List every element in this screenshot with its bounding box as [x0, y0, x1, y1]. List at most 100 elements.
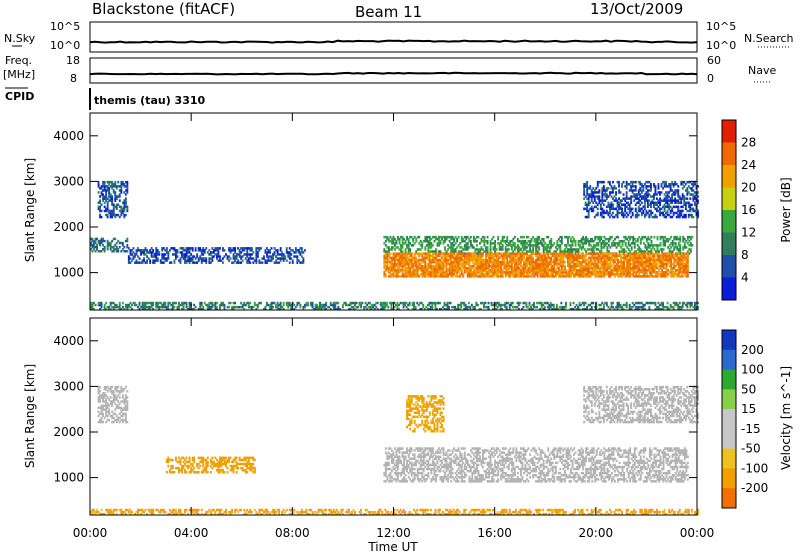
power-cell — [623, 181, 625, 184]
power-cell — [286, 247, 288, 250]
power-cell — [252, 251, 254, 254]
power-cell — [488, 302, 490, 305]
power-cell — [606, 302, 608, 305]
power-cell — [195, 306, 197, 309]
power-cell — [186, 302, 188, 305]
power-cell — [249, 302, 251, 305]
power-cell — [565, 302, 567, 305]
power-cell — [101, 302, 103, 305]
power-cell — [125, 197, 127, 200]
power-cell — [280, 247, 282, 250]
power-cell — [478, 236, 480, 239]
power-cell — [626, 302, 628, 305]
power-cell — [296, 255, 298, 257]
power-cell — [508, 248, 510, 251]
power-cell — [575, 240, 577, 243]
power-cell — [564, 265, 566, 268]
power-cell — [550, 238, 552, 241]
date-title: 13/Oct/2009 — [590, 0, 683, 18]
power-cell — [422, 304, 424, 307]
power-cell — [612, 181, 614, 184]
power-cell — [224, 304, 226, 307]
power-cell — [249, 261, 251, 264]
power-cell — [638, 214, 640, 217]
nave-tick-top: 60 — [707, 54, 721, 67]
nsky-frame — [90, 22, 697, 52]
power-cell — [458, 236, 460, 239]
power-cell — [175, 302, 177, 305]
power-cell — [337, 302, 339, 305]
power-cell — [166, 247, 168, 250]
power-cell — [195, 247, 197, 250]
power-cell — [589, 185, 591, 188]
power-cell — [502, 244, 504, 247]
power-cell — [104, 240, 106, 243]
power-cell — [126, 206, 128, 209]
power-cell — [488, 306, 490, 309]
power-cell — [487, 246, 489, 249]
power-cell — [679, 244, 681, 247]
cpid-row: CPID themis (tau) 3310 — [5, 88, 206, 110]
power-cell — [553, 242, 555, 245]
power-cell — [667, 302, 669, 305]
power-cell — [283, 302, 285, 305]
power-cell — [205, 257, 207, 260]
power-cell — [126, 244, 128, 247]
power-cell — [133, 247, 135, 250]
nsearch-label: N.Search — [744, 32, 794, 45]
power-cell — [615, 187, 617, 190]
power-cell — [301, 247, 303, 250]
power-cell — [625, 250, 627, 253]
power-cell — [224, 249, 226, 252]
power-cell — [663, 248, 665, 251]
power-cell — [286, 259, 288, 262]
power-cell — [609, 181, 611, 184]
power-cell — [123, 246, 125, 249]
nsky-tick-top: 10^5 — [50, 20, 80, 33]
power-cell — [415, 306, 417, 309]
power-cell — [272, 306, 274, 309]
power-cell — [635, 185, 637, 188]
power-cell — [362, 302, 364, 305]
power-cell — [126, 250, 128, 253]
power-cell — [597, 208, 599, 211]
power-cell — [312, 302, 314, 305]
power-cell — [292, 259, 294, 262]
power-cell — [553, 304, 555, 307]
power-cell — [126, 181, 128, 184]
power-cell — [409, 248, 411, 251]
power-cell — [271, 247, 273, 250]
power-cell — [262, 261, 264, 264]
power-cell — [538, 236, 540, 239]
power-cell — [114, 191, 116, 194]
power-cell — [503, 236, 505, 239]
power-cell — [119, 302, 121, 305]
cpid-label: CPID — [5, 90, 34, 103]
power-cell — [157, 257, 159, 260]
power-cell — [260, 302, 262, 305]
power-cell — [675, 242, 677, 245]
power-cell — [152, 249, 154, 252]
power-cell — [532, 257, 534, 260]
power-cell — [603, 204, 605, 207]
power-cell — [125, 214, 127, 217]
power-cell — [201, 302, 203, 305]
freq-panel: Freq. [MHz] 18 8 60 0 Nave — [3, 54, 776, 85]
power-cell — [390, 253, 392, 256]
power-cell — [560, 302, 562, 305]
power-cell — [487, 240, 489, 243]
power-cell — [413, 302, 415, 305]
power-cell — [523, 306, 525, 309]
power-cell — [99, 199, 101, 202]
power-cell — [603, 181, 605, 184]
power-cell — [114, 181, 116, 184]
nsky-tick-bottom: 10^0 — [50, 39, 80, 52]
power-cell — [528, 236, 530, 239]
power-cell — [277, 249, 279, 252]
power-cell — [514, 242, 516, 245]
power-cell — [506, 306, 508, 309]
power-cell — [448, 306, 450, 309]
power-cell — [170, 261, 172, 264]
power-cell — [544, 306, 546, 309]
